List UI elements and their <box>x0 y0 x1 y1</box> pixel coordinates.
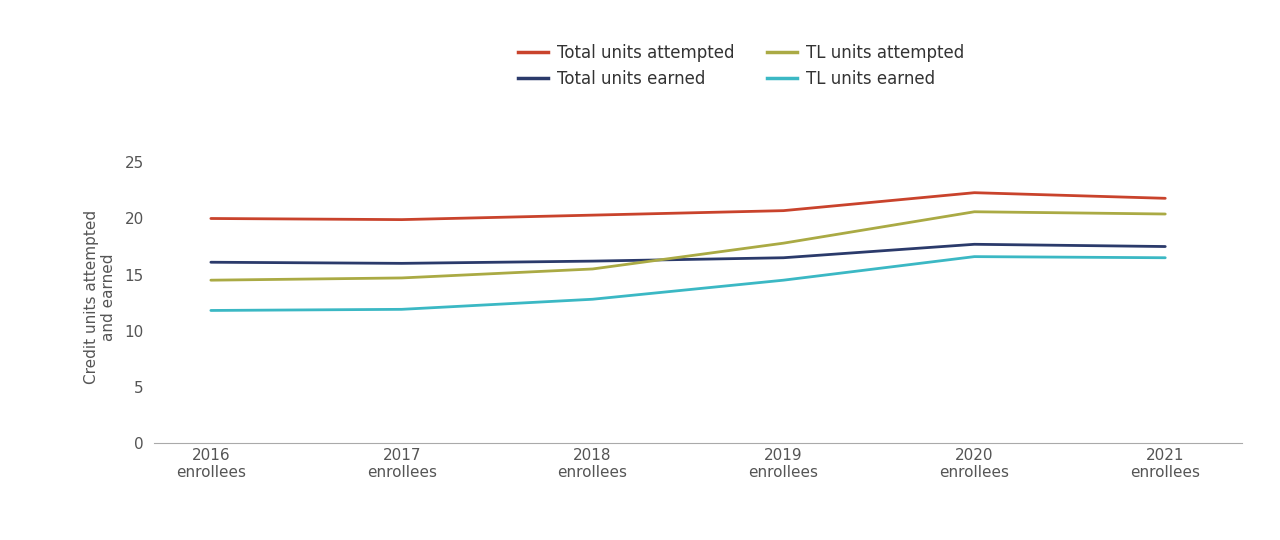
Y-axis label: Credit units attempted
and earned: Credit units attempted and earned <box>84 210 116 384</box>
Legend: Total units attempted, Total units earned, TL units attempted, TL units earned: Total units attempted, Total units earne… <box>512 37 970 94</box>
